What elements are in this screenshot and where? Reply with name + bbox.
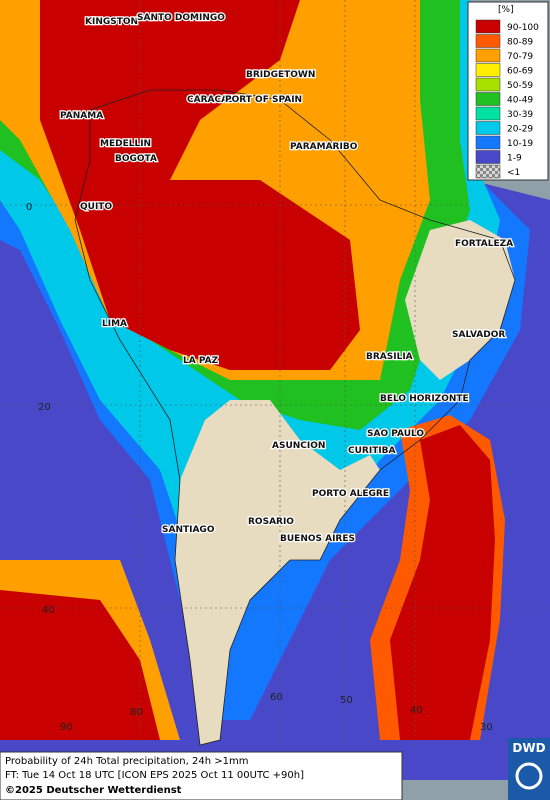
legend-label: 20-29 xyxy=(507,125,533,135)
footer-line: Probability of 24h Total precipitation, … xyxy=(5,756,248,767)
city-label: BUENOS AIRES xyxy=(280,534,355,544)
legend-label: 40-49 xyxy=(507,96,533,106)
footer-box xyxy=(0,751,403,800)
footer-line: ©2025 Deutscher Wetterdienst xyxy=(5,785,182,796)
legend-label: 30-39 xyxy=(507,110,533,120)
logo-box xyxy=(508,738,550,800)
city-label: ROSARIO xyxy=(248,517,294,527)
city-label: KINGSTON xyxy=(85,17,138,27)
city-label: SANTIAGO xyxy=(162,525,215,535)
precip-field xyxy=(0,0,550,780)
legend-label: 80-89 xyxy=(507,38,533,48)
legend-swatch xyxy=(475,19,501,34)
legend-label: 1-9 xyxy=(507,154,522,164)
legend-label: 70-79 xyxy=(507,52,533,62)
legend-title: [%] xyxy=(498,5,514,15)
city-label: LA PAZ xyxy=(183,356,219,366)
city-label: QUITO xyxy=(80,202,112,212)
legend-label: 50-59 xyxy=(507,81,533,91)
legend-swatch xyxy=(475,135,501,150)
coastline xyxy=(74,89,516,746)
legend-swatch xyxy=(475,164,501,179)
grid-labels: 0 20 40 90 80 60 50 40 30 xyxy=(26,202,493,733)
legend: [%] 90-100 80-89 70-79 60-69 50-59 40-49 30-39… xyxy=(467,1,549,181)
city-label: SALVADOR xyxy=(452,330,505,340)
city-label: BOGOTA xyxy=(115,154,157,164)
city-label: BRASILIA xyxy=(366,352,413,362)
legend-label: <1 xyxy=(507,168,520,178)
city-label: PORT OF SPAIN xyxy=(225,95,302,105)
city-label: PARAMARIBO xyxy=(290,142,358,152)
graticule xyxy=(0,0,550,750)
legend-label: 60-69 xyxy=(507,67,533,77)
legend-swatch xyxy=(475,106,501,121)
lon-label: 60 xyxy=(270,692,283,703)
city-label: CURITIBA xyxy=(348,446,396,456)
city-label: BRIDGETOWN xyxy=(246,70,315,80)
lat-label: 40 xyxy=(42,605,55,616)
logo-icon xyxy=(515,762,543,790)
city-label: ASUNCION xyxy=(272,441,325,451)
city-label: LIMA xyxy=(102,319,127,329)
legend-swatch xyxy=(475,63,501,77)
legend-label: 10-19 xyxy=(507,139,533,149)
lon-label: 30 xyxy=(480,722,493,733)
legend-swatch xyxy=(475,77,501,92)
lat-label: 0 xyxy=(26,202,32,213)
lon-label: 80 xyxy=(130,707,143,718)
city-label: PANAMA xyxy=(60,111,103,121)
city-label: CARACAS xyxy=(187,95,235,105)
city-label: SANTO DOMINGO xyxy=(137,13,225,23)
lat-label: 20 xyxy=(38,402,51,413)
city-label: SAO PAULO xyxy=(367,429,424,439)
legend-swatch xyxy=(475,34,501,48)
city-label: BELO HORIZONTE xyxy=(380,394,469,404)
footer: Probability of 24h Total precipitation, … xyxy=(0,751,403,800)
legend-label: 90-100 xyxy=(507,23,539,33)
legend-swatch xyxy=(475,150,501,164)
legend-swatch xyxy=(475,92,501,106)
logo: DWD xyxy=(508,738,550,800)
legend-swatch xyxy=(475,121,501,135)
lon-label: 90 xyxy=(60,722,73,733)
city-label: PORTO ALEGRE xyxy=(312,489,389,499)
lon-label: 50 xyxy=(340,695,353,706)
footer-line: FT: Tue 14 Oct 18 UTC [ICON EPS 2025 Oct… xyxy=(5,770,304,781)
logo-text: DWD xyxy=(512,741,545,755)
legend-swatch xyxy=(475,48,501,63)
city-label: MEDELLIN xyxy=(100,139,151,149)
lon-label: 40 xyxy=(410,705,423,716)
city-label: FORTALEZA xyxy=(455,239,513,249)
